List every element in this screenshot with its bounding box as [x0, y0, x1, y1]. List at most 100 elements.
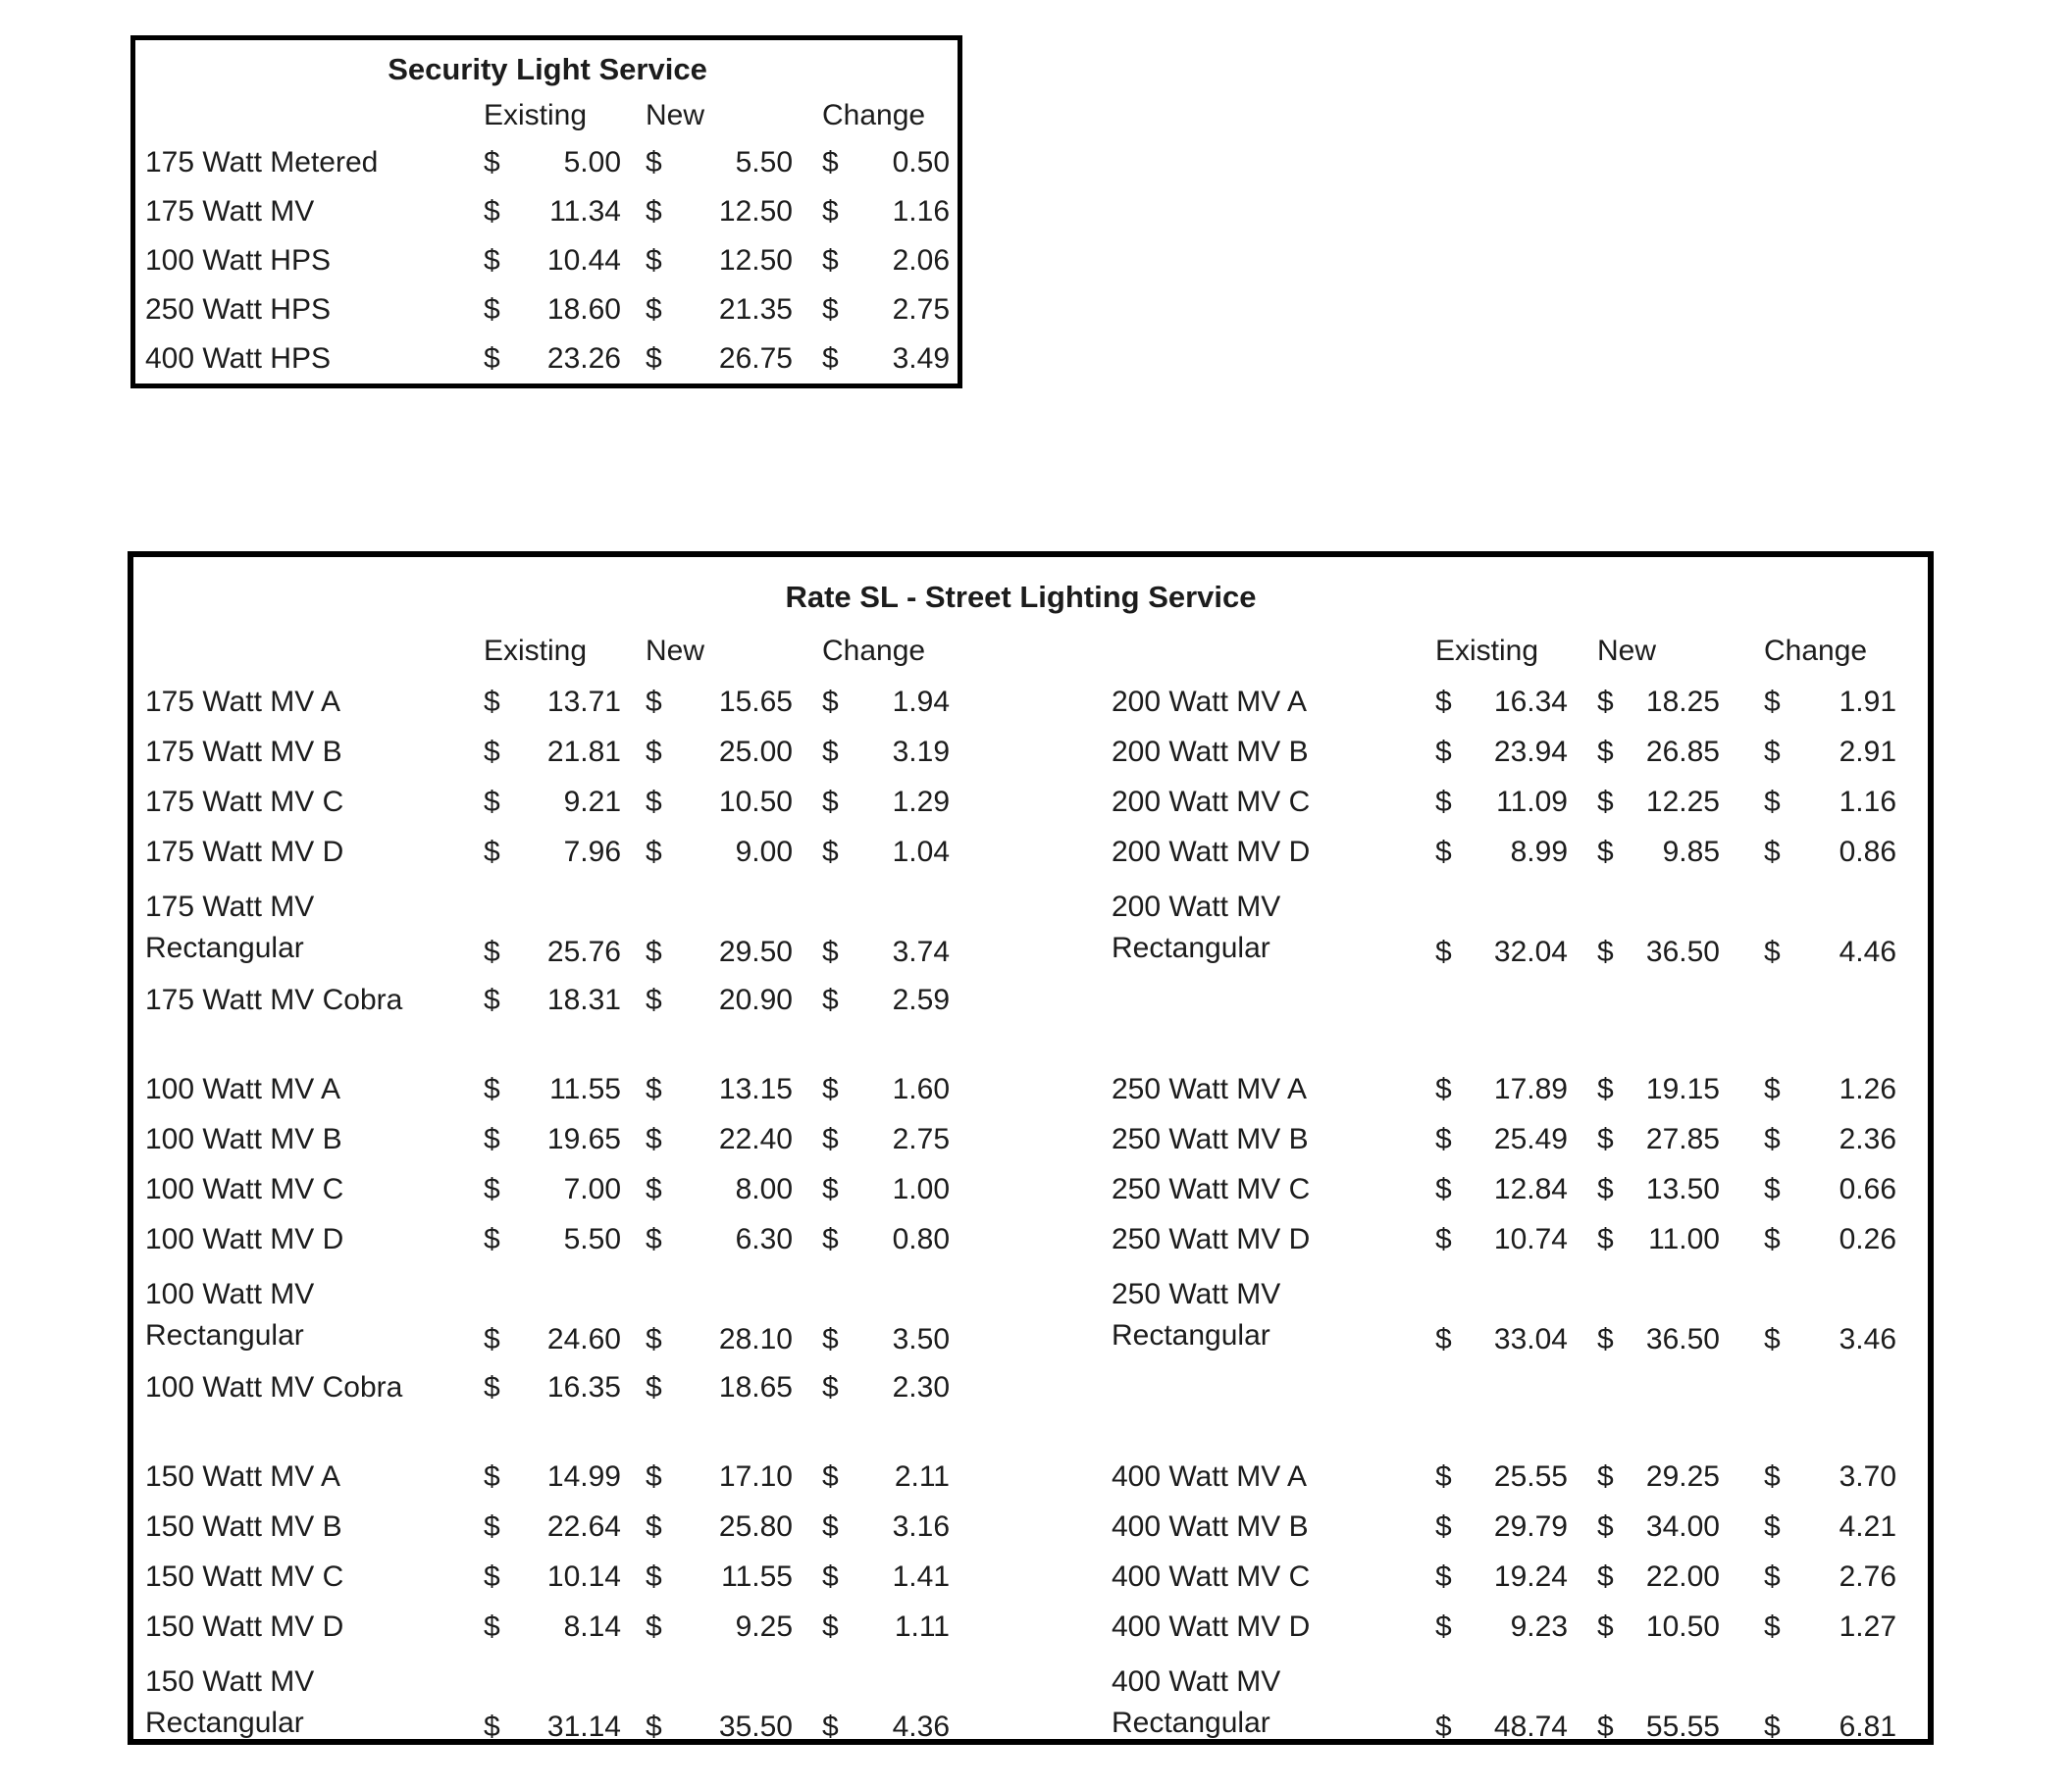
cell-value-existing: 32.04 — [1493, 936, 1568, 968]
currency-symbol: $ — [1597, 1222, 1614, 1255]
currency-symbol: $ — [484, 195, 500, 228]
security-table-title: Security Light Service — [388, 52, 707, 86]
cell-value-change: 1.16 — [892, 195, 950, 228]
currency-symbol: $ — [1597, 1711, 1614, 1743]
currency-symbol: $ — [1764, 1459, 1781, 1493]
cell-value-existing: 24.60 — [546, 1323, 621, 1355]
cell-value-existing: 11.34 — [549, 195, 621, 228]
currency-symbol: $ — [1435, 1459, 1452, 1493]
table-row: 175 Watt MV $11.34 $12.50 $1.16 — [145, 187, 958, 236]
currency-symbol: $ — [484, 1559, 500, 1593]
currency-symbol: $ — [822, 1122, 839, 1155]
cell-value-change: 2.91 — [1839, 735, 1896, 768]
cell-value-new: 22.00 — [1645, 1559, 1720, 1593]
cell-value-change: 1.94 — [892, 685, 950, 718]
cell-value-change: 1.26 — [1839, 1072, 1896, 1105]
cell-value-existing: 7.00 — [563, 1172, 621, 1205]
cell-value-change: 2.11 — [894, 1459, 950, 1493]
cell-value-new: 6.30 — [735, 1222, 793, 1255]
cell-value-existing: 12.84 — [1493, 1172, 1568, 1205]
table-row: 175 Watt MV C $9.21 $10.50 $1.29 200 Watt MV… — [145, 777, 1928, 827]
cell-value-new: 29.50 — [718, 936, 793, 968]
currency-symbol: $ — [822, 785, 839, 818]
currency-symbol: $ — [1435, 785, 1452, 818]
currency-symbol: $ — [1764, 1323, 1781, 1355]
row-label: 200 Watt MV Rectangular — [1112, 891, 1281, 964]
row-label: 100 Watt HPS — [145, 244, 331, 277]
row-label: 175 Watt MV C — [145, 785, 344, 818]
currency-symbol: $ — [1764, 1610, 1781, 1643]
currency-symbol: $ — [822, 936, 839, 968]
currency-symbol: $ — [484, 983, 500, 1016]
cell-value-new: 18.25 — [1645, 685, 1720, 718]
cell-value-existing: 18.60 — [546, 293, 621, 326]
currency-symbol: $ — [484, 936, 500, 968]
currency-symbol: $ — [484, 1711, 500, 1743]
currency-symbol: $ — [1597, 735, 1614, 768]
cell-value-change: 2.75 — [892, 293, 950, 326]
cell-value-new: 15.65 — [718, 685, 793, 718]
cell-value-new: 22.40 — [718, 1122, 793, 1155]
table-row: 150 Watt MV A $14.99 $17.10 $2.11 400 Watt M… — [145, 1452, 1928, 1502]
cell-value-new: 9.85 — [1662, 835, 1720, 868]
cell-value-existing: 48.74 — [1493, 1711, 1568, 1743]
row-label: 175 Watt MV — [145, 195, 315, 228]
cell-value-existing: 18.31 — [546, 983, 621, 1016]
currency-symbol: $ — [484, 1222, 500, 1255]
currency-symbol: $ — [484, 146, 500, 179]
currency-symbol: $ — [484, 342, 500, 375]
currency-symbol: $ — [1597, 1072, 1614, 1105]
cell-value-change: 3.16 — [892, 1509, 950, 1543]
cell-value-change: 2.76 — [1839, 1559, 1896, 1593]
cell-value-new: 36.50 — [1645, 936, 1720, 968]
security-header-change: Change — [822, 99, 926, 131]
row-label: 150 Watt MV B — [145, 1509, 342, 1543]
cell-value-change: 3.70 — [1839, 1459, 1896, 1493]
cell-value-new: 11.00 — [1648, 1222, 1720, 1255]
currency-symbol: $ — [1597, 1610, 1614, 1643]
currency-symbol: $ — [1597, 936, 1614, 968]
currency-symbol: $ — [646, 1509, 662, 1543]
cell-value-existing: 9.23 — [1510, 1610, 1568, 1643]
currency-symbol: $ — [484, 293, 500, 326]
cell-value-existing: 25.76 — [546, 936, 621, 968]
cell-value-existing: 19.24 — [1493, 1559, 1568, 1593]
currency-symbol: $ — [1764, 1222, 1781, 1255]
table-row: 150 Watt MV C $10.14 $11.55 $1.41 400 Watt M… — [145, 1552, 1928, 1602]
cell-value-new: 13.50 — [1645, 1172, 1720, 1205]
row-label: 250 Watt HPS — [145, 293, 331, 326]
currency-symbol: $ — [822, 983, 839, 1016]
currency-symbol: $ — [1764, 735, 1781, 768]
row-label: 150 Watt MV A — [145, 1459, 340, 1493]
currency-symbol: $ — [646, 1222, 662, 1255]
cell-value-change: 2.06 — [892, 244, 950, 277]
table-row: 100 Watt HPS $10.44 $12.50 $2.06 — [145, 236, 958, 285]
cell-value-change: 4.36 — [892, 1711, 950, 1743]
cell-value-existing: 29.79 — [1493, 1509, 1568, 1543]
cell-value-new: 29.25 — [1645, 1459, 1720, 1493]
currency-symbol: $ — [646, 936, 662, 968]
row-label: 400 Watt MV Rectangular — [1112, 1665, 1281, 1739]
currency-symbol: $ — [822, 1323, 839, 1355]
currency-symbol: $ — [484, 1122, 500, 1155]
cell-value-new: 9.25 — [735, 1610, 793, 1643]
currency-symbol: $ — [1435, 685, 1452, 718]
cell-value-existing: 5.50 — [563, 1222, 621, 1255]
currency-symbol: $ — [1435, 1122, 1452, 1155]
cell-value-new: 36.50 — [1645, 1323, 1720, 1355]
cell-value-change: 6.81 — [1839, 1711, 1896, 1743]
row-label: 250 Watt MV D — [1112, 1222, 1311, 1255]
currency-symbol: $ — [484, 1370, 500, 1404]
cell-value-change: 2.30 — [892, 1370, 950, 1404]
currency-symbol: $ — [822, 1172, 839, 1205]
cell-value-new: 25.80 — [718, 1509, 793, 1543]
cell-value-existing: 9.21 — [563, 785, 621, 818]
currency-symbol: $ — [484, 1509, 500, 1543]
currency-symbol: $ — [646, 835, 662, 868]
currency-symbol: $ — [1764, 1172, 1781, 1205]
currency-symbol: $ — [1597, 1122, 1614, 1155]
cell-value-existing: 33.04 — [1493, 1323, 1568, 1355]
cell-value-change: 1.60 — [892, 1072, 950, 1105]
currency-symbol: $ — [1597, 685, 1614, 718]
cell-value-existing: 25.49 — [1493, 1122, 1568, 1155]
